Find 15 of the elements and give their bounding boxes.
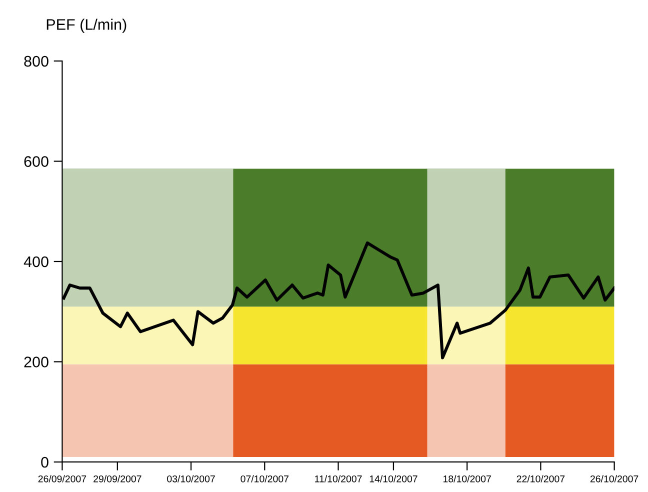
x-tick-label: 11/10/2007 xyxy=(315,475,362,482)
x-tick-label: 03/10/2007 xyxy=(167,475,215,482)
x-tick-label: 14/10/2007 xyxy=(370,475,418,482)
x-tick-label: 07/10/2007 xyxy=(240,475,288,482)
x-tick-label: 22/10/2007 xyxy=(516,475,565,482)
x-tick-label: 29/09/2007 xyxy=(94,475,142,482)
x-tick-label: 26/09/2007 xyxy=(38,475,86,482)
y-tick-label: 800 xyxy=(24,56,48,67)
y-axis-title: PEF (L/min) xyxy=(46,18,126,33)
y-tick-label: 600 xyxy=(24,156,48,167)
x-tick-label: 18/10/2007 xyxy=(443,475,491,482)
x-tick-label: 26/10/2007 xyxy=(590,475,638,482)
y-tick-label: 400 xyxy=(24,256,48,268)
y-tick-label: 200 xyxy=(24,356,48,368)
y-tick-label: 0 xyxy=(41,456,48,468)
